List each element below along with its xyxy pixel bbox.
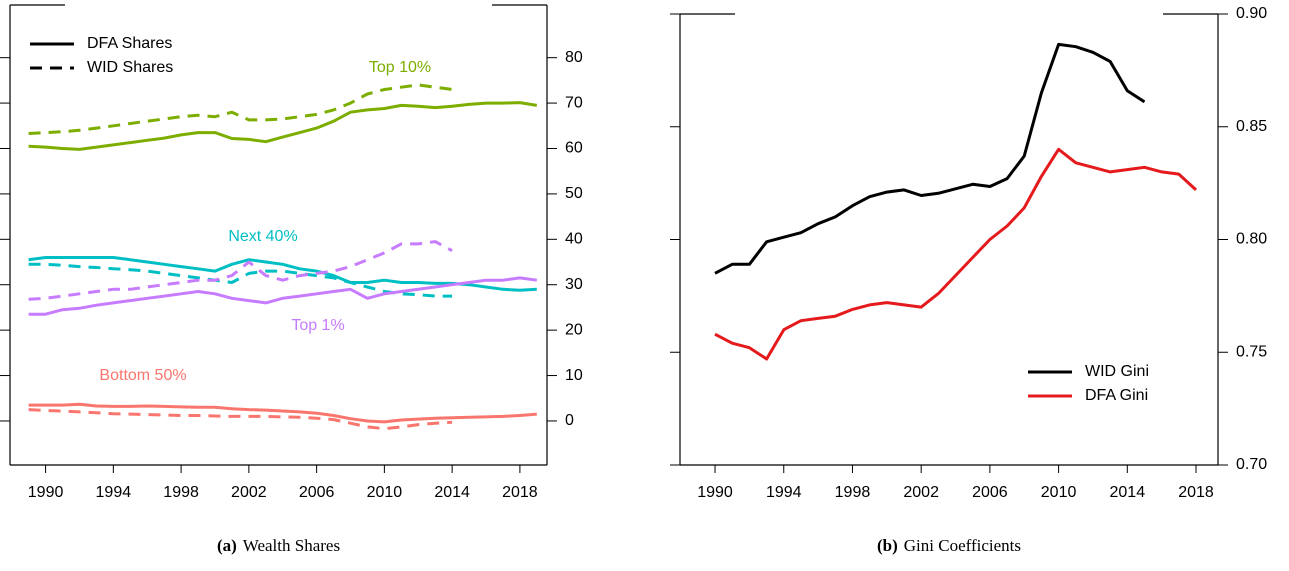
data-line [714, 147, 1198, 361]
y-tick-label: 0 [565, 412, 574, 429]
y-tick-label: 0.80 [1236, 231, 1267, 248]
caption-text: Wealth Shares [243, 536, 340, 555]
data-line [28, 256, 537, 292]
caption: (b) Gini Coefficients [877, 536, 1021, 555]
x-tick-label: 2014 [1110, 484, 1146, 501]
series-annotation: Top 1% [291, 317, 344, 334]
legend-label: DFA Gini [1085, 387, 1148, 404]
caption: (a) Wealth Shares [217, 536, 340, 555]
x-tick-label: 2010 [1041, 484, 1077, 501]
x-tick-label: 1998 [835, 484, 871, 501]
data-line [714, 42, 1146, 275]
x-tick-label: 1990 [697, 484, 733, 501]
y-tick-label: 70 [565, 94, 583, 111]
series-annotation: Top 10% [369, 59, 431, 76]
x-tick-label: 1998 [163, 484, 199, 501]
x-tick-label: 2018 [502, 484, 538, 501]
x-tick-label: 2006 [972, 484, 1008, 501]
data-line [28, 101, 538, 151]
x-tick-label: 2010 [367, 484, 403, 501]
x-tick-label: 2014 [434, 484, 470, 501]
x-tick-label: 2002 [231, 484, 267, 501]
data-line [28, 240, 453, 301]
y-tick-label: 10 [565, 367, 583, 384]
y-tick-label: 0.70 [1236, 456, 1267, 473]
y-tick-label: 0.75 [1236, 343, 1267, 360]
legend-label: WID Shares [87, 59, 173, 76]
x-tick-label: 1990 [28, 484, 64, 501]
legend-label: WID Gini [1085, 363, 1149, 380]
y-tick-label: 20 [565, 321, 583, 338]
series-annotation: Bottom 50% [99, 367, 186, 384]
x-tick-label: 2006 [299, 484, 335, 501]
y-tick-label: 60 [565, 140, 583, 157]
x-tick-label: 1994 [766, 484, 802, 501]
y-tick-label: 50 [565, 185, 583, 202]
series-annotation: Next 40% [228, 228, 297, 245]
x-tick-label: 2002 [903, 484, 939, 501]
y-tick-label: 0.85 [1236, 118, 1267, 135]
caption-label: (a) [217, 536, 237, 555]
data-line [28, 83, 453, 135]
y-tick-label: 40 [565, 231, 583, 248]
caption-label: (b) [877, 536, 898, 555]
x-tick-label: 2018 [1178, 484, 1214, 501]
y-tick-label: 30 [565, 276, 583, 293]
caption-text: Gini Coefficients [904, 536, 1021, 555]
x-tick-label: 1994 [96, 484, 132, 501]
data-line [28, 402, 537, 424]
y-tick-label: 80 [565, 49, 583, 66]
legend-label: DFA Shares [87, 35, 172, 52]
data-line [28, 408, 453, 431]
data-line [28, 262, 453, 298]
data-line [28, 276, 538, 316]
y-tick-label: 0.90 [1236, 5, 1267, 22]
